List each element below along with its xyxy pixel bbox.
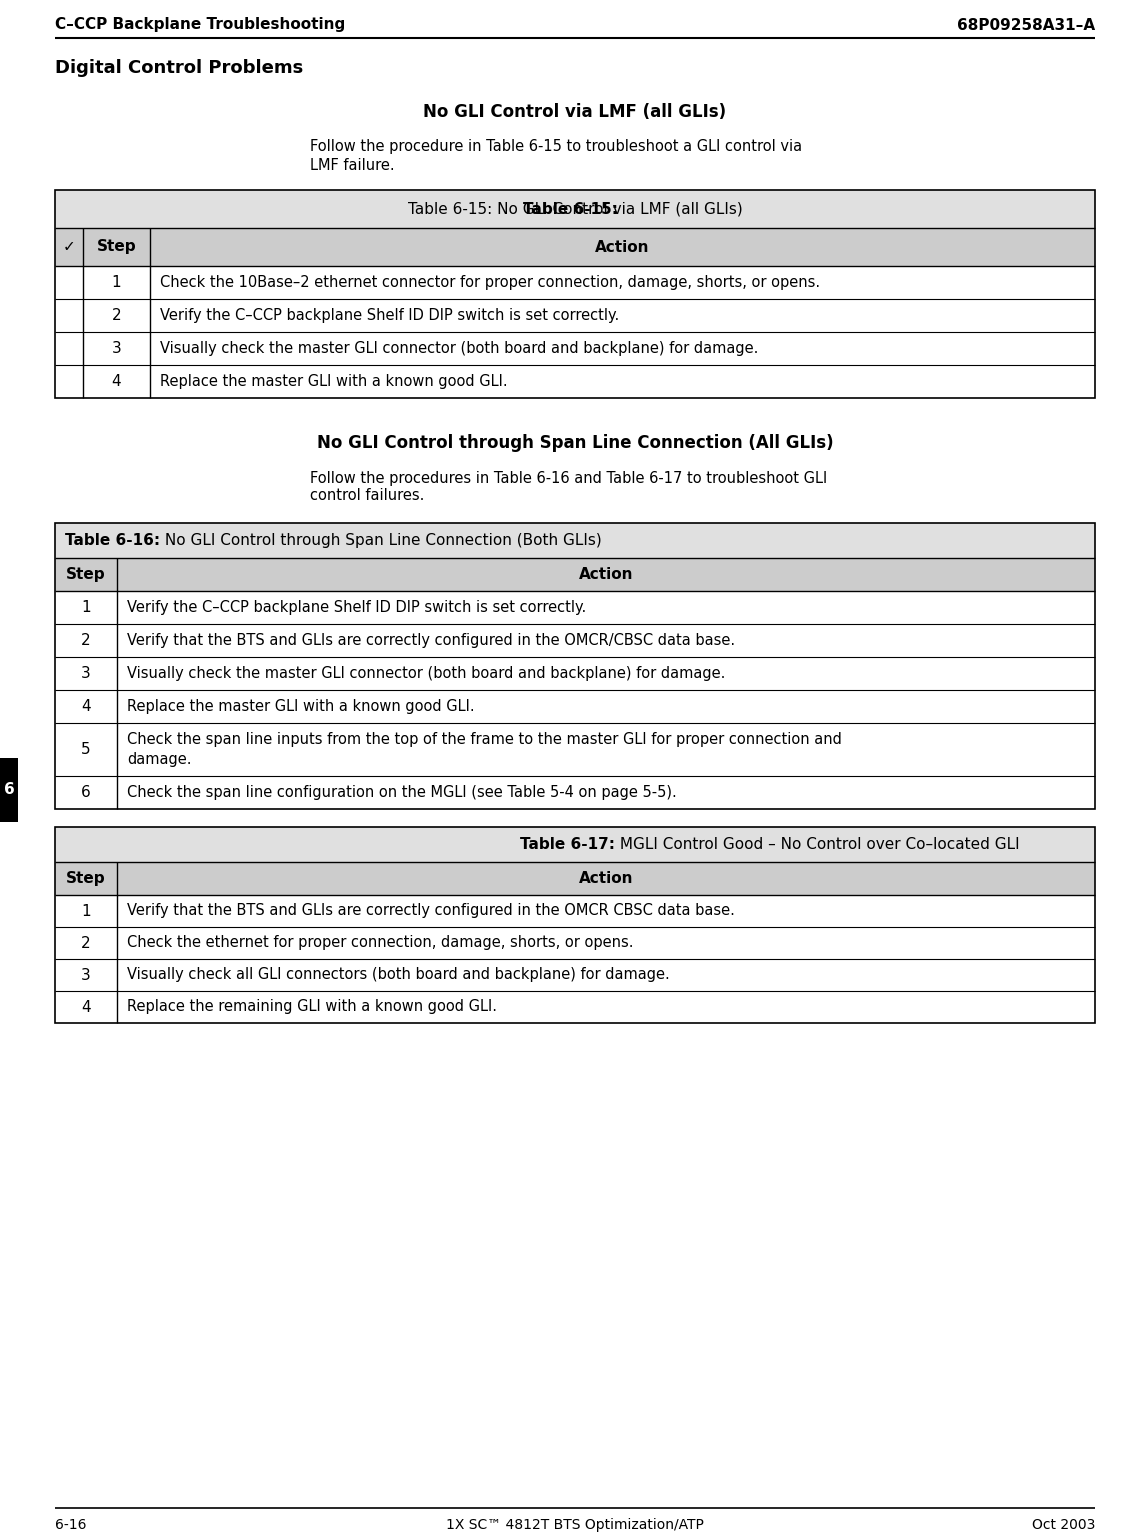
Text: Action: Action [579, 872, 634, 885]
Text: 3: 3 [111, 340, 122, 356]
Text: Step: Step [96, 240, 137, 254]
Text: Table 6-15: No GLI Control via LMF (all GLIs): Table 6-15: No GLI Control via LMF (all … [408, 202, 743, 217]
Text: Visually check the master GLI connector (both board and backplane) for damage.: Visually check the master GLI connector … [160, 340, 759, 356]
Text: 6-16: 6-16 [55, 1518, 86, 1532]
Text: 6: 6 [82, 785, 91, 799]
Text: Verify that the BTS and GLIs are correctly configured in the OMCR CBSC data base: Verify that the BTS and GLIs are correct… [127, 904, 735, 918]
Text: 2: 2 [82, 935, 91, 950]
Bar [55, 524, 1095, 808]
Text: 68P09258A31–A: 68P09258A31–A [957, 17, 1095, 32]
Text: Follow the procedure in Table 6-15 to troubleshoot a GLI control via: Follow the procedure in Table 6-15 to tr… [310, 140, 802, 154]
Text: Digital Control Problems: Digital Control Problems [55, 59, 303, 77]
Text: Follow the procedures in Table 6-16 and Table 6-17 to troubleshoot GLI: Follow the procedures in Table 6-16 and … [310, 471, 828, 485]
Text: 4: 4 [82, 699, 91, 715]
Text: Table 6-15:: Table 6-15: [523, 202, 618, 217]
Text: 1: 1 [82, 601, 91, 614]
Text: 1: 1 [111, 276, 122, 290]
Text: Replace the remaining GLI with a known good GLI.: Replace the remaining GLI with a known g… [127, 999, 497, 1015]
Text: 4: 4 [111, 374, 122, 390]
Text: No GLI Control through Span Line Connection (All GLIs): No GLI Control through Span Line Connect… [317, 434, 833, 453]
Text: 5: 5 [82, 742, 91, 758]
Text: MGLI Control Good – No Control over Co–located GLI: MGLI Control Good – No Control over Co–l… [615, 838, 1019, 852]
Text: C–CCP Backplane Troubleshooting: C–CCP Backplane Troubleshooting [55, 17, 346, 32]
Text: 1: 1 [82, 904, 91, 918]
Text: 2: 2 [82, 633, 91, 648]
Text: Table 6-16:: Table 6-16: [65, 533, 160, 548]
Text: ✓: ✓ [63, 240, 76, 254]
Text: Step: Step [67, 567, 106, 582]
Bar [55, 524, 1095, 557]
Bar [55, 189, 1095, 397]
Text: 2: 2 [111, 308, 122, 323]
Text: Oct 2003: Oct 2003 [1032, 1518, 1095, 1532]
Text: Replace the master GLI with a known good GLI.: Replace the master GLI with a known good… [127, 699, 474, 715]
Text: LMF failure.: LMF failure. [310, 157, 395, 172]
Text: Replace the master GLI with a known good GLI.: Replace the master GLI with a known good… [160, 374, 507, 390]
Text: control failures.: control failures. [310, 488, 425, 504]
Text: Check the ethernet for proper connection, damage, shorts, or opens.: Check the ethernet for proper connection… [127, 935, 634, 950]
Bar [0, 758, 18, 822]
Text: Action: Action [579, 567, 634, 582]
Bar [55, 189, 1095, 228]
Text: 3: 3 [82, 665, 91, 681]
Text: 1X SC™ 4812T BTS Optimization/ATP: 1X SC™ 4812T BTS Optimization/ATP [447, 1518, 704, 1532]
Text: Check the span line inputs from the top of the frame to the master GLI for prope: Check the span line inputs from the top … [127, 732, 841, 747]
Text: No GLI Control through Span Line Connection (Both GLIs): No GLI Control through Span Line Connect… [160, 533, 602, 548]
Bar [55, 827, 1095, 862]
Text: Check the 10Base–2 ethernet connector for proper connection, damage, shorts, or : Check the 10Base–2 ethernet connector fo… [160, 276, 820, 290]
Text: Visually check all GLI connectors (both board and backplane) for damage.: Visually check all GLI connectors (both … [127, 967, 669, 983]
Bar [55, 557, 1095, 591]
Bar [55, 862, 1095, 895]
Text: Visually check the master GLI connector (both board and backplane) for damage.: Visually check the master GLI connector … [127, 665, 726, 681]
Bar [55, 228, 1095, 266]
Text: 4: 4 [82, 999, 91, 1015]
Text: 6: 6 [3, 782, 15, 798]
Text: 3: 3 [82, 967, 91, 983]
Text: Step: Step [67, 872, 106, 885]
Text: damage.: damage. [127, 752, 192, 767]
Text: Action: Action [596, 240, 650, 254]
Text: Check the span line configuration on the MGLI (see Table 5-4 on page 5-5).: Check the span line configuration on the… [127, 785, 677, 799]
Text: No GLI Control via LMF (all GLIs): No GLI Control via LMF (all GLIs) [424, 103, 727, 122]
Text: Verify that the BTS and GLIs are correctly configured in the OMCR/CBSC data base: Verify that the BTS and GLIs are correct… [127, 633, 735, 648]
Text: Verify the C–CCP backplane Shelf ID DIP switch is set correctly.: Verify the C–CCP backplane Shelf ID DIP … [127, 601, 587, 614]
Text: Table 6-17:: Table 6-17: [520, 838, 615, 852]
Bar [55, 827, 1095, 1023]
Text: Verify the C–CCP backplane Shelf ID DIP switch is set correctly.: Verify the C–CCP backplane Shelf ID DIP … [160, 308, 619, 323]
